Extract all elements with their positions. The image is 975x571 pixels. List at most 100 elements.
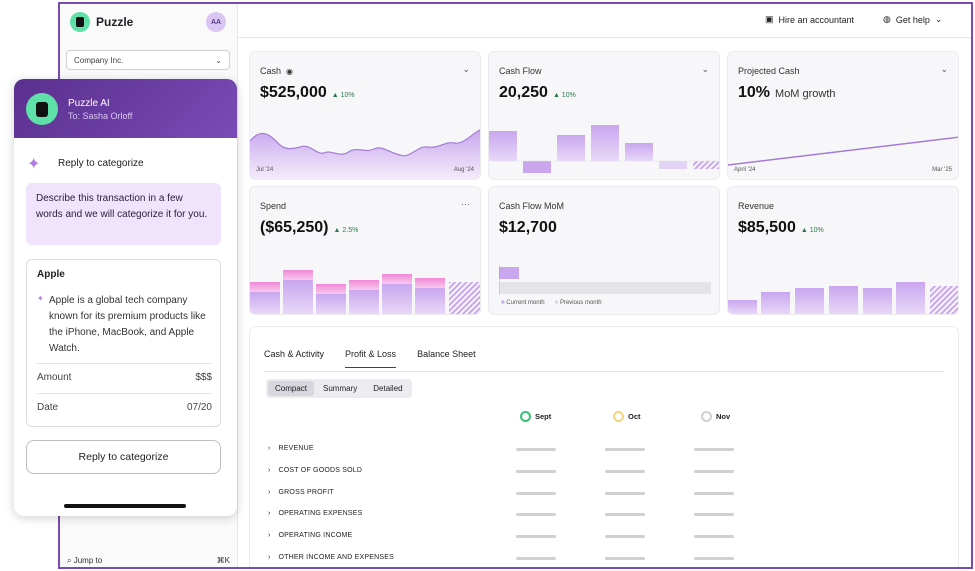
chevron-down-icon[interactable]: ⌄ [462, 64, 470, 74]
bar [250, 282, 280, 292]
table-row[interactable]: › COST OF GOODS SOLD [268, 467, 362, 474]
bar [415, 278, 445, 288]
cashflow-mom-title-row: Cash Flow MoM [499, 201, 564, 211]
app-logo[interactable]: Puzzle [70, 12, 133, 32]
cash-title-row: Cash ◉ [260, 66, 293, 76]
spend-bar-chart [250, 270, 480, 314]
current-month-bar [499, 267, 519, 279]
row-label: COST OF GOODS SOLD [278, 467, 363, 474]
hire-accountant-button[interactable]: ▣ Hire an accountant [765, 14, 854, 25]
tab-balance-sheet[interactable]: Balance Sheet [417, 349, 476, 359]
table-row[interactable]: › GROSS PROFIT [268, 489, 334, 496]
value-placeholder [694, 557, 734, 560]
revenue-card[interactable]: Revenue $85,500 ▲ 10% [727, 186, 959, 315]
company-select[interactable]: Company Inc. ⌄ [66, 50, 230, 70]
cashflow-card[interactable]: Cash Flow ⌄ 20,250 ▲ 10% [488, 51, 720, 180]
chevron-down-icon[interactable]: ⌄ [940, 64, 948, 74]
value-placeholder [516, 513, 556, 516]
month-label: Nov [716, 412, 731, 421]
status-ring-icon [701, 411, 712, 422]
date-row: Date 07/20 [37, 402, 212, 413]
chevron-down-icon[interactable]: ⌄ [701, 64, 709, 74]
table-row[interactable]: › OPERATING EXPENSES [268, 510, 363, 517]
cash-card[interactable]: Cash ◉ ⌄ $525,000 ▲ 10% Jul '24 Aug '24 [249, 51, 481, 180]
bar [283, 270, 313, 280]
value-placeholder [605, 513, 645, 516]
value-placeholder [605, 470, 645, 473]
spend-card[interactable]: Spend ··· ($65,250) ▲ 2.5% [249, 186, 481, 315]
status-ring-icon [613, 411, 624, 422]
table-row[interactable]: › OTHER INCOME AND EXPENSES [268, 554, 394, 561]
transaction-card: Apple ✦ Apple is a global tech company k… [26, 259, 221, 427]
month-nov: Nov [701, 411, 730, 422]
puzzle-logo-icon [70, 12, 90, 32]
card-title: Cash [260, 66, 282, 76]
bar [659, 161, 687, 169]
more-icon[interactable]: ··· [461, 199, 470, 209]
bar-projected [930, 286, 958, 314]
chevron-right-icon: › [268, 445, 271, 452]
month-label: Sept [535, 412, 552, 421]
delta-badge: ▲ 10% [552, 92, 576, 99]
globe-icon: ◍ [883, 14, 891, 24]
view-detailed[interactable]: Detailed [373, 384, 403, 393]
revenue-value: $85,500 [738, 219, 796, 236]
eye-icon[interactable]: ◉ [286, 66, 293, 76]
bar [523, 161, 551, 173]
axis-end-label: Mar '25 [932, 167, 952, 173]
row-label: OTHER INCOME AND EXPENSES [278, 554, 394, 561]
avatar[interactable]: AA [206, 12, 226, 32]
bar [761, 292, 790, 314]
cash-area-chart [250, 129, 480, 179]
jump-to-search[interactable]: ⌕ Jump to ⌘K [67, 556, 230, 566]
home-indicator [64, 504, 186, 508]
table-row[interactable]: › REVENUE [268, 445, 314, 452]
get-help-button[interactable]: ◍ Get help ⌄ [883, 14, 942, 25]
sparkle-icon: ✦ [27, 156, 41, 173]
bar [591, 125, 619, 161]
axis-start-label: April '24 [734, 167, 756, 173]
bar [728, 300, 757, 314]
chevron-down-icon: ⌄ [934, 14, 943, 24]
bar [415, 288, 445, 314]
tab-profit-loss[interactable]: Profit & Loss [345, 349, 397, 368]
cashflow-bar-chart [489, 125, 719, 173]
chevron-down-icon: ⌄ [215, 55, 222, 65]
card-title: Spend [260, 201, 287, 211]
value-placeholder [516, 557, 556, 560]
date-value: 07/20 [186, 402, 212, 413]
projected-cash-card[interactable]: Projected Cash ⌄ 10% MoM growth April '2… [727, 51, 959, 180]
view-compact[interactable]: Compact [268, 381, 315, 396]
topbar: ▣ Hire an accountant ◍ Get help ⌄ [238, 4, 971, 38]
value-placeholder [516, 492, 556, 495]
reply-to-categorize-button[interactable]: Reply to categorize [26, 440, 221, 474]
divider [37, 363, 212, 364]
hire-label: Hire an accountant [778, 14, 855, 25]
jump-label: Jump to [73, 556, 103, 565]
delta-badge: ▲ 10% [800, 227, 824, 234]
report-tabs: Cash & Activity Profit & Loss Balance Sh… [264, 349, 476, 368]
value-placeholder [516, 448, 556, 451]
value-placeholder [516, 470, 556, 473]
tabs-divider [264, 371, 944, 372]
view-summary[interactable]: Summary [323, 384, 358, 393]
row-label: OPERATING INCOME [278, 532, 353, 539]
delta-badge: ▲ 2.5% [333, 227, 359, 234]
bar [489, 131, 517, 161]
amount-row: Amount $$$ [37, 372, 212, 383]
card-title: Cash Flow [499, 66, 542, 76]
value-placeholder [516, 535, 556, 538]
card-value: 20,250 ▲ 10% [499, 84, 576, 102]
spend-title-row: Spend [260, 201, 286, 211]
divider [37, 393, 212, 394]
value-placeholder [605, 448, 645, 451]
tab-cash-activity[interactable]: Cash & Activity [264, 349, 325, 359]
chevron-right-icon: › [268, 489, 271, 496]
table-row[interactable]: › OPERATING INCOME [268, 532, 352, 539]
help-label: Get help [895, 14, 930, 25]
cashflow-mom-card[interactable]: Cash Flow MoM $12,700 ■ Current month ■ … [488, 186, 720, 315]
bar [382, 274, 412, 284]
previous-month-bar [499, 282, 711, 294]
report-panel: Cash & Activity Profit & Loss Balance Sh… [249, 326, 959, 567]
value-placeholder [605, 492, 645, 495]
